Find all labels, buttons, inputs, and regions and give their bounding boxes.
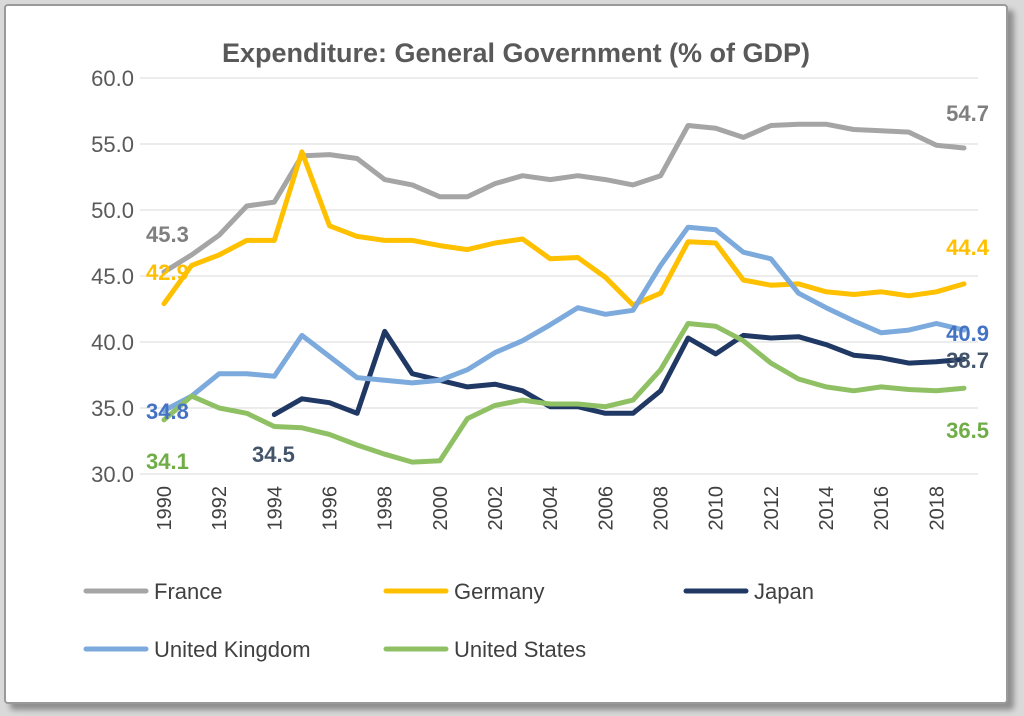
x-tick-label: 2016 <box>871 486 893 531</box>
legend-label: Germany <box>454 579 544 604</box>
y-axis: 60.0 55.0 50.0 45.0 40.0 35.0 30.0 <box>91 66 134 487</box>
data-labels: 45.3 54.7 42.9 44.4 34.5 38.7 34.8 40.9 34.1 36.5 <box>146 101 990 474</box>
start-label: 45.3 <box>146 222 189 247</box>
x-tick-label: 2004 <box>540 486 562 531</box>
x-tick-label: 2002 <box>485 486 507 531</box>
y-tick-label: 60.0 <box>91 66 134 91</box>
series-line-united-states <box>161 321 967 465</box>
start-label: 42.9 <box>146 260 189 285</box>
legend: France Germany Japan United Kingdom United S… <box>83 579 814 662</box>
end-label: 44.4 <box>946 235 990 260</box>
x-tick-label: 2010 <box>706 486 728 531</box>
x-tick-label: 2012 <box>761 486 783 531</box>
end-label: 36.5 <box>946 418 989 443</box>
x-tick-label: 1990 <box>154 486 176 531</box>
y-tick-label: 55.0 <box>91 132 134 157</box>
series-line-france <box>161 121 967 275</box>
series-line-united-kingdom <box>161 224 967 414</box>
y-tick-label: 50.0 <box>91 198 134 223</box>
x-tick-label: 1994 <box>264 486 286 531</box>
series-lines <box>161 121 967 465</box>
legend-label: France <box>154 579 222 604</box>
chart-title: Expenditure: General Government (% of GD… <box>222 38 810 68</box>
end-label: 40.9 <box>946 321 989 346</box>
legend-item: Germany <box>383 579 544 604</box>
legend-label: Japan <box>754 579 814 604</box>
line-chart: Expenditure: General Government (% of GD… <box>83 38 990 662</box>
y-tick-label: 40.0 <box>91 330 134 355</box>
x-tick-label: 1998 <box>375 486 397 531</box>
series-line-japan <box>271 328 967 418</box>
x-tick-label: 2018 <box>926 486 948 531</box>
chart-frame: Expenditure: General Government (% of GD… <box>4 4 1008 704</box>
x-tick-label: 1996 <box>320 486 342 531</box>
start-label: 34.8 <box>146 399 189 424</box>
legend-item: United States <box>383 637 586 662</box>
x-tick-label: 2006 <box>595 486 617 531</box>
end-label: 38.7 <box>946 348 989 373</box>
x-axis: 1990 1992 1994 1996 1998 2000 2002 2004 2006 2008… <box>154 486 948 531</box>
x-tick-label: 1992 <box>209 486 231 531</box>
start-label: 34.5 <box>252 442 295 467</box>
gridlines <box>140 77 978 475</box>
start-label: 34.1 <box>146 449 189 474</box>
series-line-germany <box>161 149 967 308</box>
legend-item: United Kingdom <box>83 637 311 662</box>
y-tick-label: 35.0 <box>91 396 134 421</box>
y-tick-label: 45.0 <box>91 264 134 289</box>
x-tick-label: 2014 <box>816 486 838 531</box>
end-label: 54.7 <box>946 101 989 126</box>
legend-label: United States <box>454 637 586 662</box>
x-tick-label: 2008 <box>651 486 673 531</box>
y-tick-label: 30.0 <box>91 462 134 487</box>
legend-item: Japan <box>683 579 814 604</box>
legend-label: United Kingdom <box>154 637 311 662</box>
x-tick-label: 2000 <box>430 486 452 531</box>
legend-item: France <box>83 579 222 604</box>
